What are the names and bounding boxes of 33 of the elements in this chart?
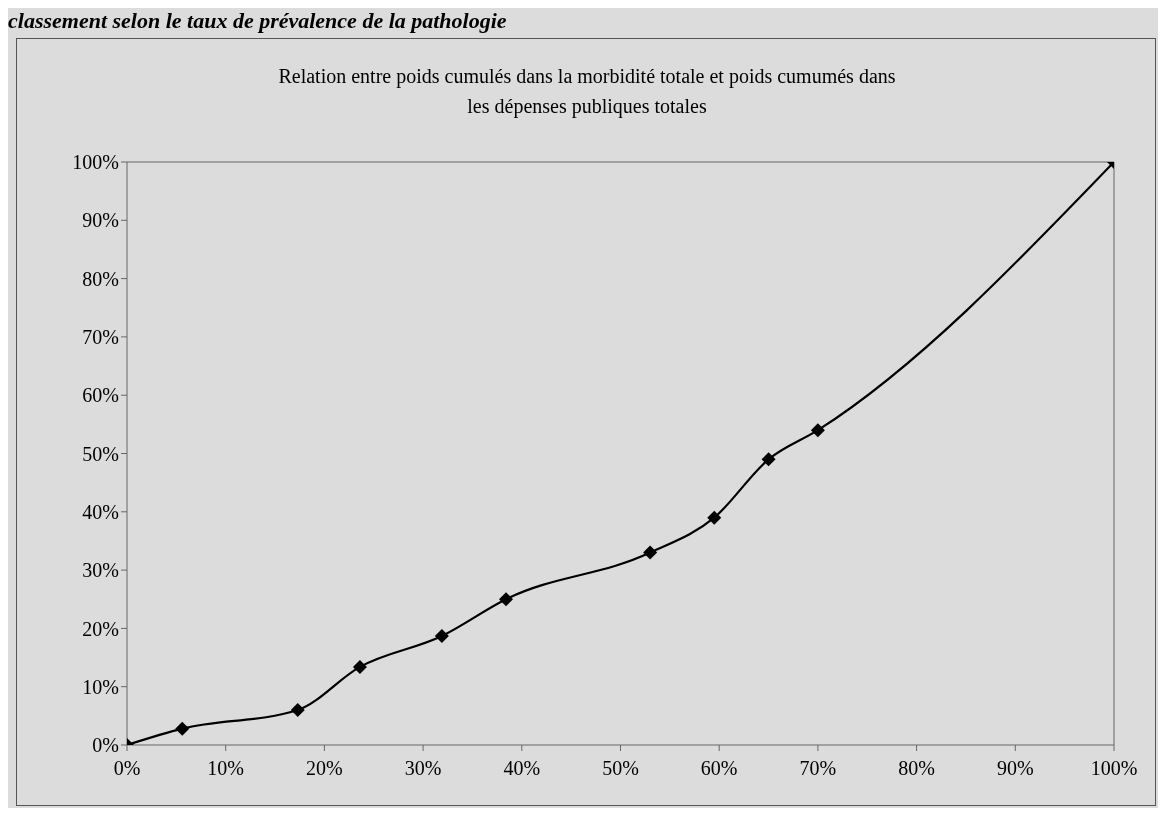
text: classement selon le taux de prévalence de la pathologie — [8, 8, 507, 34]
y-tick-label: 10% — [82, 675, 119, 698]
y-tick-label: 40% — [82, 500, 119, 523]
point — [352, 659, 367, 674]
x-tick-label: 10% — [207, 757, 245, 780]
point — [290, 703, 305, 718]
x-tick-label: 0% — [113, 757, 141, 780]
point — [810, 423, 825, 438]
y-tick-label: 0% — [92, 734, 119, 757]
point — [499, 592, 514, 607]
y-tick-label: 30% — [82, 559, 119, 582]
point — [707, 510, 722, 525]
point — [643, 545, 658, 560]
x-tick-label: 60% — [700, 757, 738, 780]
y-tick-label: 20% — [82, 617, 119, 640]
x-tick-label: 100% — [1090, 757, 1138, 780]
point — [175, 721, 190, 736]
y-tick-label: 80% — [82, 267, 119, 290]
y-tick-label: 100% — [72, 151, 119, 174]
x-tick-label: 80% — [898, 757, 935, 780]
x-tick-label: 40% — [503, 757, 541, 780]
y-tick-label: 90% — [82, 209, 119, 232]
x-tick-label: 20% — [306, 757, 343, 780]
x-tick-label: 50% — [602, 757, 639, 780]
y-tick-label: 60% — [82, 384, 119, 407]
x-tick-label: 90% — [996, 757, 1034, 780]
chart-title: Relation entre poids cumulés dans la morbidité totale et poids cumumés dans les dépenses publiques totales — [277, 64, 897, 120]
point — [434, 628, 449, 643]
x-tick-label: 30% — [404, 757, 442, 780]
y-tick-label: 70% — [82, 326, 119, 348]
x-tick-label: 70% — [799, 757, 837, 780]
point — [761, 452, 776, 467]
y-tick-label: 50% — [82, 442, 119, 465]
